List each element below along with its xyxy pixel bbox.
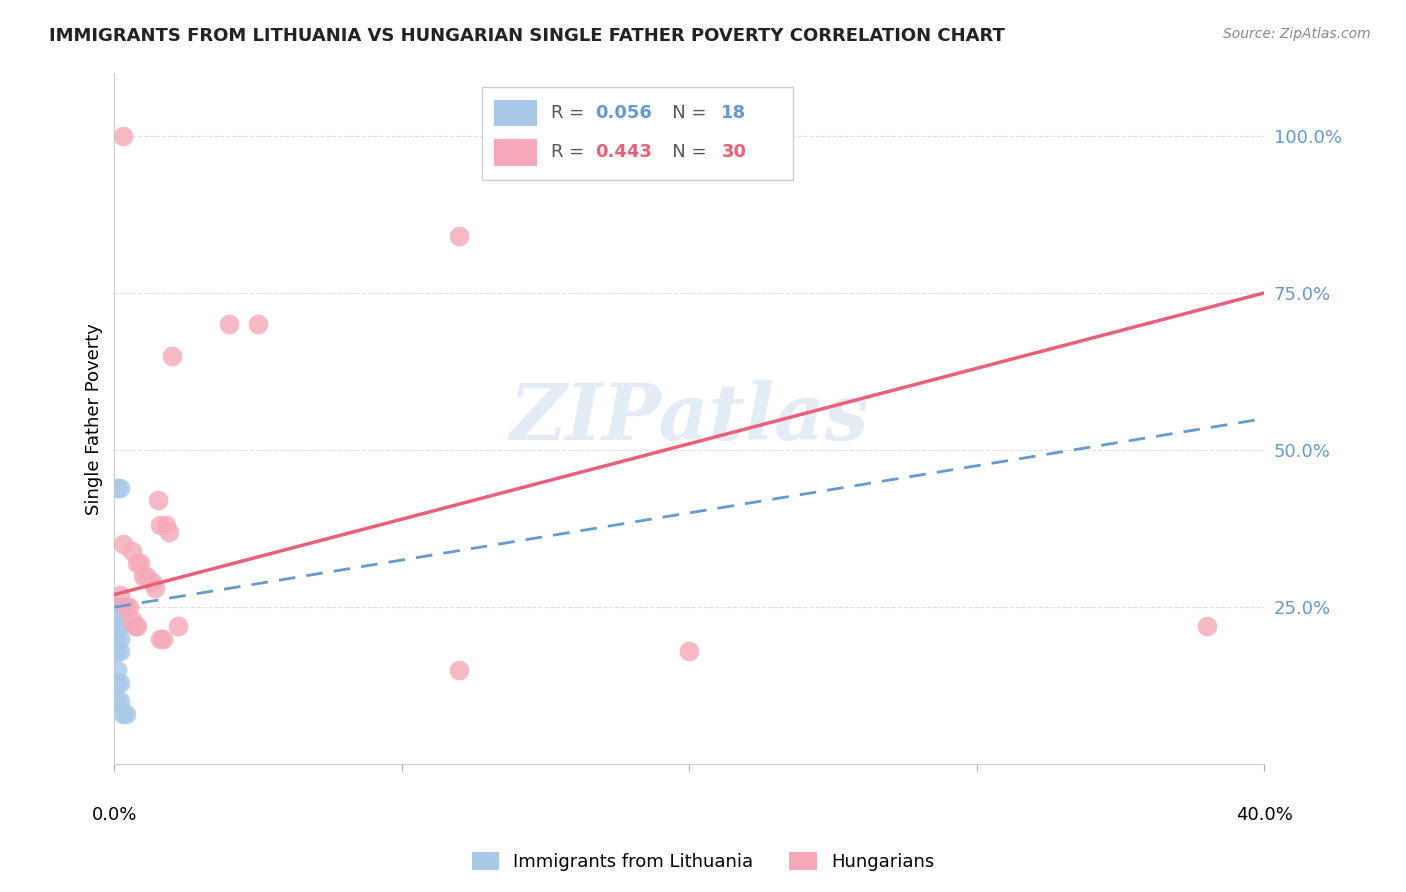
Point [129, 556, 152, 570]
Text: 18: 18 [721, 104, 747, 122]
Point [247, 318, 270, 332]
Text: 40.0%: 40.0% [1236, 805, 1292, 823]
Point [108, 588, 131, 602]
Point [678, 644, 700, 658]
Text: 0.056: 0.056 [595, 104, 652, 122]
Point [121, 613, 143, 627]
Text: R =: R = [551, 144, 591, 161]
Point [108, 632, 131, 646]
Point [105, 675, 128, 690]
Point [155, 518, 177, 533]
Point [146, 493, 169, 508]
Point [112, 706, 135, 721]
Point [108, 644, 131, 658]
Point [105, 600, 128, 615]
Point [105, 619, 128, 633]
Text: ZIPatlas: ZIPatlas [509, 380, 869, 457]
Point [115, 706, 138, 721]
Legend: Immigrants from Lithuania, Hungarians: Immigrants from Lithuania, Hungarians [464, 845, 942, 879]
Point [143, 582, 166, 596]
Point [108, 619, 131, 633]
Point [112, 128, 135, 143]
Text: 0.443: 0.443 [595, 144, 652, 161]
Point [449, 229, 471, 244]
Point [108, 675, 131, 690]
Point [149, 518, 172, 533]
Bar [494, 139, 537, 166]
Point [141, 574, 163, 589]
Point [127, 556, 149, 570]
Point [121, 543, 143, 558]
Point [108, 600, 131, 615]
Point [112, 600, 135, 615]
Point [166, 619, 188, 633]
Point [160, 349, 183, 363]
Point [108, 694, 131, 708]
Point [132, 568, 155, 582]
Text: Source: ZipAtlas.com: Source: ZipAtlas.com [1223, 27, 1371, 41]
Point [127, 619, 149, 633]
Point [218, 318, 240, 332]
Text: IMMIGRANTS FROM LITHUANIA VS HUNGARIAN SINGLE FATHER POVERTY CORRELATION CHART: IMMIGRANTS FROM LITHUANIA VS HUNGARIAN S… [49, 27, 1005, 45]
Point [135, 568, 157, 582]
Y-axis label: Single Father Poverty: Single Father Poverty [86, 323, 103, 515]
Text: N =: N = [655, 144, 711, 161]
Text: N =: N = [655, 104, 711, 122]
Point [105, 481, 128, 495]
Point [105, 663, 128, 677]
Point [152, 632, 174, 646]
Point [1195, 619, 1218, 633]
Point [157, 524, 180, 539]
Point [112, 537, 135, 551]
Point [118, 600, 141, 615]
Point [105, 632, 128, 646]
Text: R =: R = [551, 104, 591, 122]
Point [506, 147, 529, 161]
Bar [494, 100, 537, 126]
Point [149, 632, 172, 646]
Point [108, 481, 131, 495]
Point [124, 619, 146, 633]
Text: 30: 30 [721, 144, 747, 161]
Point [449, 663, 471, 677]
Point [105, 644, 128, 658]
FancyBboxPatch shape [482, 87, 793, 180]
Point [115, 600, 138, 615]
Text: 0.0%: 0.0% [91, 805, 138, 823]
Point [105, 694, 128, 708]
